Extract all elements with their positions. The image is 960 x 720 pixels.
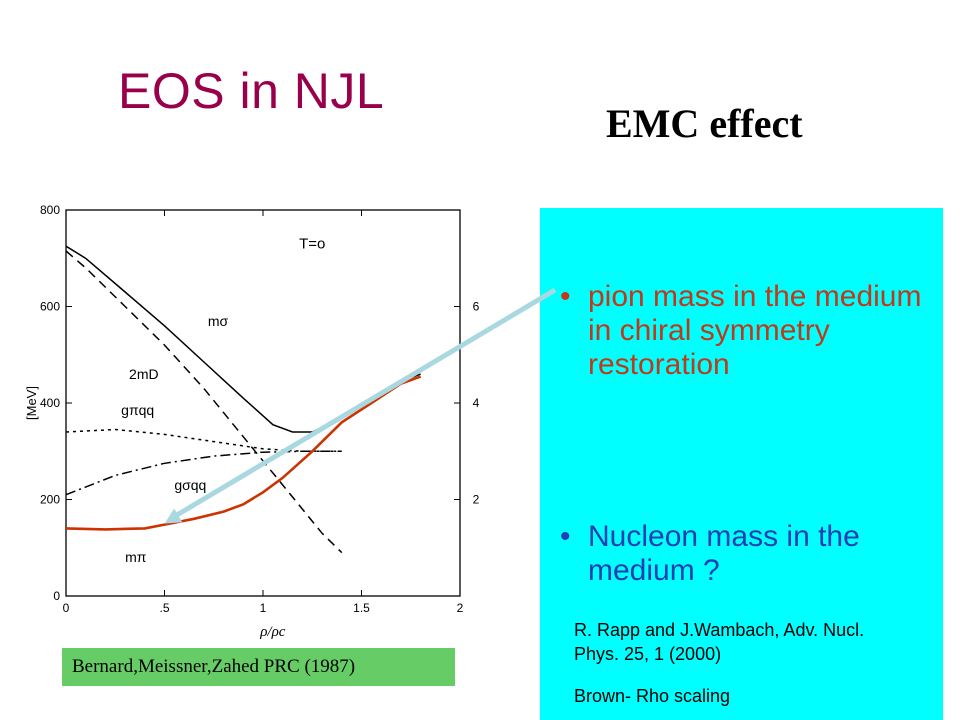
series-line-mπ xyxy=(65,375,422,531)
y-axis-label: [MeV] xyxy=(24,386,39,420)
x-tick-label: 1 xyxy=(260,601,267,615)
bullet-pion-mass-text: pion mass in the medium in chiral symmet… xyxy=(588,280,922,381)
bullet-nucleon-mass-text: Nucleon mass in the medium ? xyxy=(588,520,860,587)
bullet-pion-mass: • pion mass in the medium in chiral symm… xyxy=(560,280,928,382)
curve-label: mπ xyxy=(125,549,147,565)
curve-label: mσ xyxy=(208,313,229,329)
x-axis-label: ρ/ρc xyxy=(259,624,286,640)
curve-label: gπqq xyxy=(121,402,154,418)
y-tick-label: 200 xyxy=(40,493,60,507)
series-line-2mD xyxy=(65,250,343,554)
annotation-temperature: T=o xyxy=(299,236,325,253)
figure-caption: Bernard,Meissner,Zahed PRC (1987) xyxy=(62,648,455,686)
chart-svg: 0 .5 1 1.5 2 0 200 400 600 800 2 4 6 [MeV] ρ/ρc T=o mσ 2m… xyxy=(24,203,480,640)
x-tick-label: 1.5 xyxy=(353,601,370,615)
slide-title: EOS in NJL xyxy=(118,63,385,119)
y-tick-label: 800 xyxy=(40,203,60,217)
x-tick-label: .5 xyxy=(159,601,169,615)
series-line-gπqq xyxy=(65,428,342,453)
y-tick-label: 0 xyxy=(53,589,60,603)
y2-tick-label: 2 xyxy=(473,493,480,507)
bullet-dot: • xyxy=(560,280,571,313)
emc-subtitle: EMC effect xyxy=(606,101,803,146)
info-panel: • pion mass in the medium in chiral symm… xyxy=(540,208,943,720)
x-tick-label: 0 xyxy=(63,601,70,615)
brown-rho-note: Brown- Rho scaling xyxy=(574,686,731,706)
y2-tick-label: 4 xyxy=(473,396,480,410)
eos-chart: 0 .5 1 1.5 2 0 200 400 600 800 2 4 6 [MeV] ρ/ρc T=o mσ 2m… xyxy=(0,190,540,660)
reference-text: R. Rapp and J.Wambach, Adv. Nucl. Phys. … xyxy=(574,620,865,664)
bullet-dot: • xyxy=(560,520,571,553)
y-tick-label: 400 xyxy=(40,396,60,410)
curve-label: 2mD xyxy=(129,366,159,382)
y2-tick-label: 6 xyxy=(473,300,480,314)
y-tick-label: 600 xyxy=(40,300,60,314)
curve-label: gσqq xyxy=(174,477,206,493)
x-tick-label: 2 xyxy=(457,601,464,615)
bullet-nucleon-mass: • Nucleon mass in the medium ? xyxy=(560,520,938,588)
